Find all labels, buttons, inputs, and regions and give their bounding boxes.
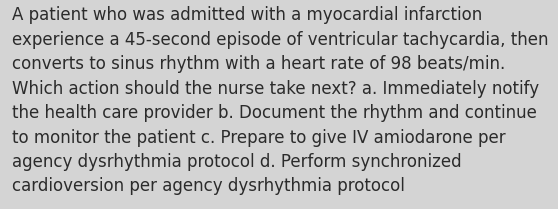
Text: experience a 45-second episode of ventricular tachycardia, then: experience a 45-second episode of ventri…	[12, 31, 549, 49]
Text: to monitor the patient c. Prepare to give IV amiodarone per: to monitor the patient c. Prepare to giv…	[12, 129, 506, 147]
Text: Which action should the nurse take next? a. Immediately notify: Which action should the nurse take next?…	[12, 80, 540, 98]
Text: agency dysrhythmia protocol d. Perform synchronized: agency dysrhythmia protocol d. Perform s…	[12, 153, 462, 171]
Text: converts to sinus rhythm with a heart rate of 98 beats/min.: converts to sinus rhythm with a heart ra…	[12, 55, 506, 73]
Text: A patient who was admitted with a myocardial infarction: A patient who was admitted with a myocar…	[12, 6, 483, 24]
Text: the health care provider b. Document the rhythm and continue: the health care provider b. Document the…	[12, 104, 537, 122]
Text: cardioversion per agency dysrhythmia protocol: cardioversion per agency dysrhythmia pro…	[12, 177, 405, 195]
